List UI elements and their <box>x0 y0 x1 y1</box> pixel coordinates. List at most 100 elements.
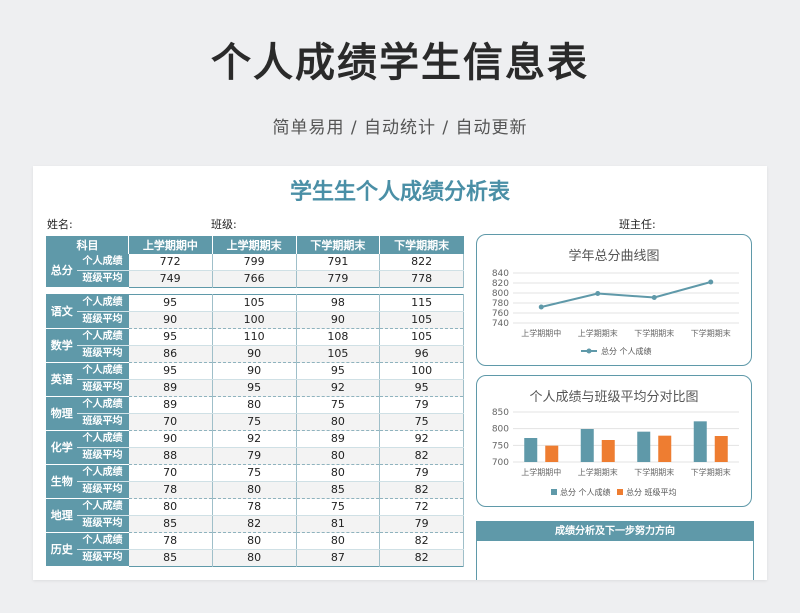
score-cell[interactable]: 95 <box>296 362 381 380</box>
row-label: 班级平均 <box>76 515 129 533</box>
score-cell[interactable]: 89 <box>128 379 213 397</box>
column-header: 上学期期中 <box>128 236 213 254</box>
score-cell[interactable]: 100 <box>212 311 297 329</box>
score-cell[interactable]: 105 <box>379 328 464 346</box>
score-cell[interactable]: 749 <box>128 270 213 288</box>
score-cell[interactable]: 80 <box>212 532 297 550</box>
score-cell[interactable]: 88 <box>128 447 213 465</box>
score-cell[interactable]: 778 <box>379 270 464 288</box>
table-row: 语文 个人成绩 95 105 98 115 <box>46 294 464 329</box>
score-cell[interactable]: 79 <box>379 396 464 414</box>
score-cell[interactable]: 98 <box>296 294 381 312</box>
score-cell[interactable]: 78 <box>212 498 297 516</box>
score-cell[interactable]: 95 <box>212 379 297 397</box>
score-cell[interactable]: 80 <box>296 464 381 482</box>
score-cell[interactable]: 82 <box>379 549 464 567</box>
score-cell[interactable]: 105 <box>296 345 381 363</box>
score-cell[interactable]: 80 <box>212 481 297 499</box>
score-cell[interactable]: 70 <box>128 464 213 482</box>
score-cell[interactable]: 82 <box>212 515 297 533</box>
score-cell[interactable]: 92 <box>296 379 381 397</box>
legend-swatch <box>551 489 557 495</box>
score-cell[interactable]: 95 <box>128 328 213 346</box>
score-cell[interactable]: 110 <box>212 328 297 346</box>
score-cell[interactable]: 80 <box>128 498 213 516</box>
score-cell[interactable]: 85 <box>296 481 381 499</box>
score-cell[interactable]: 82 <box>379 447 464 465</box>
score-cell[interactable]: 78 <box>128 481 213 499</box>
y-tick-label: 760 <box>492 309 509 319</box>
data-point <box>708 279 714 285</box>
score-cell[interactable]: 90 <box>296 311 381 329</box>
score-cell[interactable]: 80 <box>296 413 381 431</box>
score-cell[interactable]: 82 <box>379 532 464 550</box>
legend-marker <box>586 348 592 354</box>
score-cell[interactable]: 92 <box>379 430 464 448</box>
score-cell[interactable]: 80 <box>296 447 381 465</box>
score-cell[interactable]: 79 <box>379 464 464 482</box>
score-cell[interactable]: 75 <box>212 464 297 482</box>
bar <box>714 436 728 462</box>
score-cell[interactable]: 90 <box>212 362 297 380</box>
teacher-label: 班主任: <box>619 218 656 231</box>
score-cell[interactable]: 791 <box>296 254 381 271</box>
table-row: 班级平均 85 82 81 79 <box>47 515 464 533</box>
score-cell[interactable]: 87 <box>296 549 381 567</box>
score-cell[interactable]: 70 <box>128 413 213 431</box>
score-cell[interactable]: 75 <box>379 413 464 431</box>
score-cell[interactable]: 80 <box>296 532 381 550</box>
page-title: 个人成绩学生信息表 <box>211 40 589 86</box>
score-cell[interactable]: 75 <box>212 413 297 431</box>
score-cell[interactable]: 81 <box>296 515 381 533</box>
x-tick-label: 上学期期中 <box>521 467 561 477</box>
score-cell[interactable]: 89 <box>128 396 213 414</box>
score-cell[interactable]: 766 <box>212 270 297 288</box>
subject-cell: 总分 <box>46 254 77 288</box>
score-cell[interactable]: 79 <box>212 447 297 465</box>
score-cell[interactable]: 89 <box>296 430 381 448</box>
data-point <box>538 304 544 310</box>
score-cell[interactable]: 86 <box>128 345 213 363</box>
score-cell[interactable]: 105 <box>379 311 464 329</box>
x-tick-label: 下学期期末 <box>691 467 731 477</box>
legend-swatch <box>617 489 623 495</box>
score-cell[interactable]: 85 <box>128 549 213 567</box>
score-cell[interactable]: 90 <box>128 311 213 329</box>
score-cell[interactable]: 779 <box>296 270 381 288</box>
score-cell[interactable]: 115 <box>379 294 464 312</box>
score-cell[interactable]: 90 <box>212 345 297 363</box>
score-cell[interactable]: 108 <box>296 328 381 346</box>
score-cell[interactable]: 92 <box>212 430 297 448</box>
row-label: 个人成绩 <box>76 498 129 516</box>
score-cell[interactable]: 822 <box>379 254 464 271</box>
score-cell[interactable]: 90 <box>128 430 213 448</box>
table-row: 班级平均 85 80 87 82 <box>47 549 464 567</box>
score-cell[interactable]: 100 <box>379 362 464 380</box>
score-cell[interactable]: 75 <box>296 498 381 516</box>
page-subtitle: 简单易用 / 自动统计 / 自动更新 <box>272 118 528 138</box>
score-cell[interactable]: 80 <box>212 549 297 567</box>
score-cell[interactable]: 772 <box>128 254 213 271</box>
score-cell[interactable]: 95 <box>379 379 464 397</box>
data-point <box>651 295 657 300</box>
y-tick-label: 740 <box>492 319 509 329</box>
score-cell[interactable]: 85 <box>128 515 213 533</box>
subject-cell: 生物 <box>46 464 77 499</box>
score-cell[interactable]: 80 <box>212 396 297 414</box>
legend-label: 总分 班级平均 <box>626 487 677 497</box>
data-point <box>595 291 601 296</box>
score-cell[interactable]: 95 <box>128 362 213 380</box>
score-cell[interactable]: 78 <box>128 532 213 550</box>
score-cell[interactable]: 105 <box>212 294 297 312</box>
score-cell[interactable]: 96 <box>379 345 464 363</box>
score-cell[interactable]: 82 <box>379 481 464 499</box>
score-cell[interactable]: 95 <box>128 294 213 312</box>
score-cell[interactable]: 75 <box>296 396 381 414</box>
column-header: 上学期期末 <box>212 236 297 254</box>
y-tick-label: 850 <box>492 408 509 418</box>
score-cell[interactable]: 799 <box>212 254 297 271</box>
score-cell[interactable]: 79 <box>379 515 464 533</box>
score-cell[interactable]: 72 <box>379 498 464 516</box>
row-label: 班级平均 <box>76 549 129 567</box>
